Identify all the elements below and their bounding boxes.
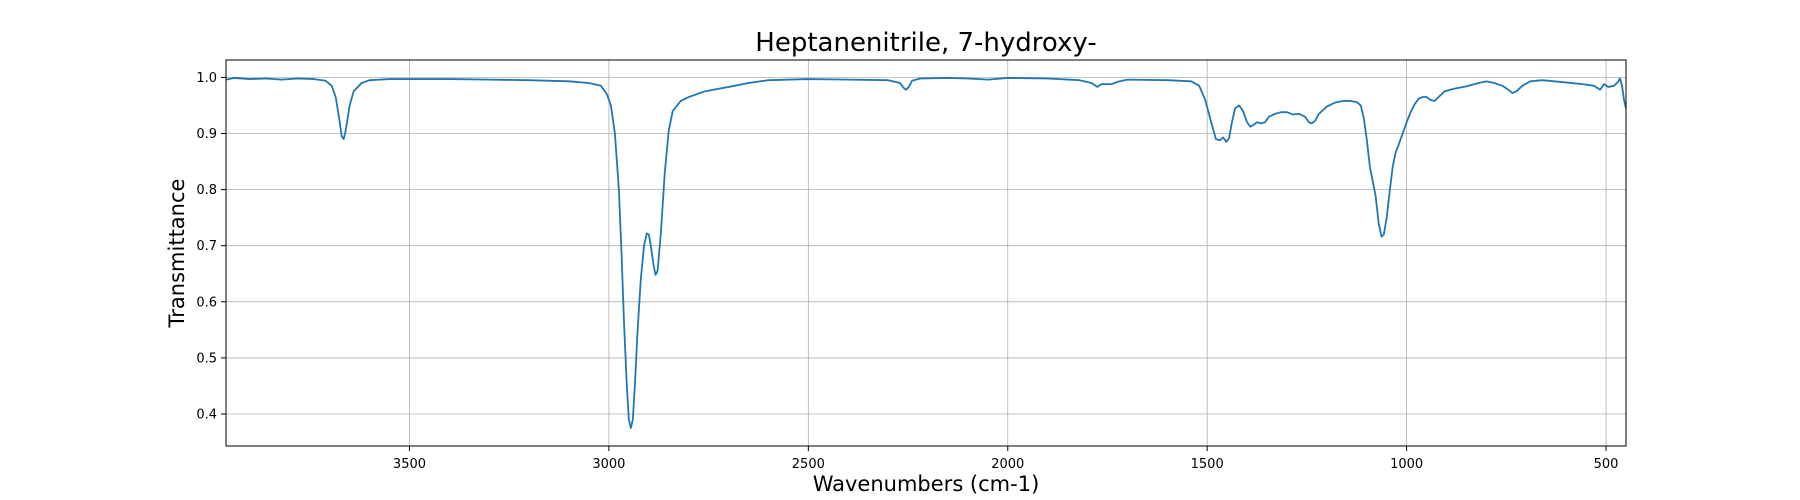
x-axis-label: Wavenumbers (cm-1) [813, 472, 1040, 496]
x-axis: 3500 3000 2500 2000 1500 1000 500 [393, 446, 1619, 472]
spectrum-line [225, 77, 1627, 429]
y-tick-label: 0.8 [196, 183, 217, 198]
y-tick-label: 0.4 [196, 408, 217, 423]
y-tick-label: 1.0 [196, 71, 217, 86]
x-tick-label: 3000 [592, 457, 625, 472]
y-axis-label: Transmittance [165, 179, 189, 329]
y-tick-label: 0.5 [196, 351, 217, 366]
y-tick-label: 0.9 [196, 127, 217, 142]
x-tick-label: 3500 [393, 457, 426, 472]
x-tick-label: 1500 [1191, 457, 1224, 472]
plot-frame [225, 59, 1627, 447]
x-tick-label: 2000 [991, 457, 1024, 472]
chart-title: Heptanenitrile, 7-hydroxy- [755, 28, 1096, 58]
y-axis: 0.4 0.5 0.6 0.7 0.8 0.9 1.0 [196, 71, 226, 423]
y-tick-label: 0.7 [196, 239, 217, 254]
x-tick-label: 500 [1594, 457, 1619, 472]
series-layer [225, 77, 1627, 429]
x-tick-label: 1000 [1390, 457, 1423, 472]
y-tick-label: 0.6 [196, 295, 217, 310]
x-tick-label: 2500 [792, 457, 825, 472]
